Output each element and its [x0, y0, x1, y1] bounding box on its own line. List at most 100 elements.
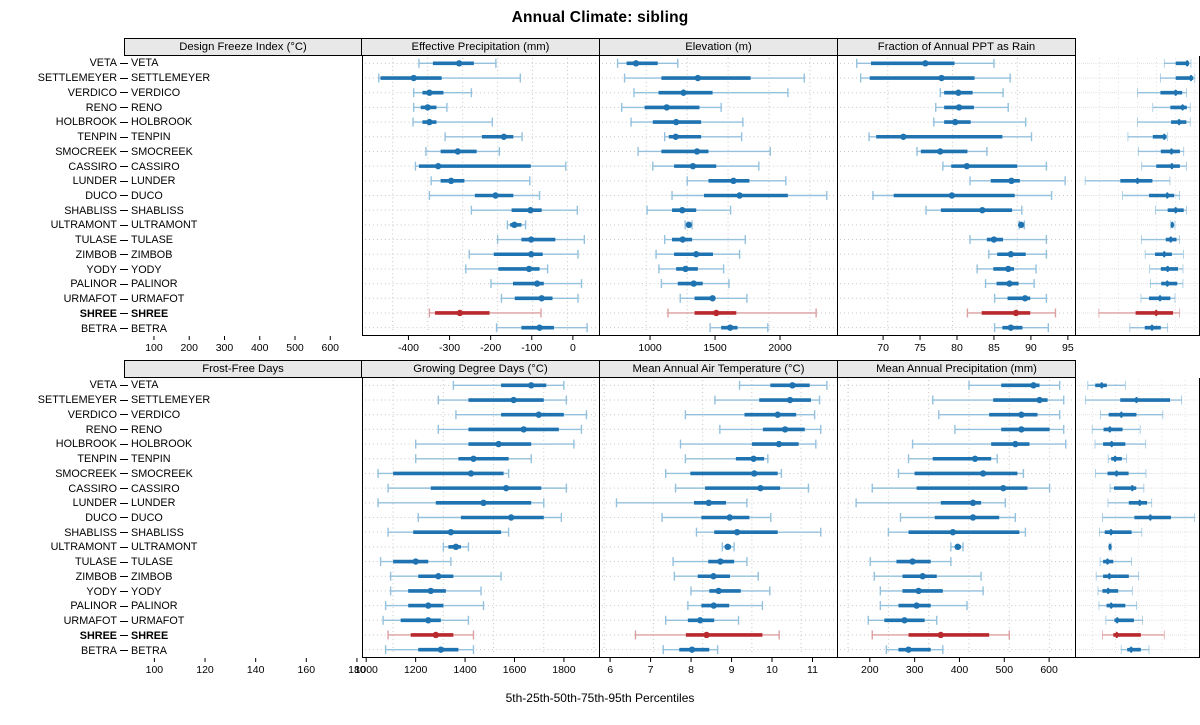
station-row-tulase	[663, 235, 747, 245]
station-row-lunder	[1107, 498, 1153, 508]
station-row-settlemeyer	[714, 395, 821, 405]
y-tick	[120, 254, 124, 256]
x-axis-frost-free-days: 100 120 140 160 180	[146, 658, 366, 676]
station-label-text: ULTRAMONT	[50, 219, 117, 232]
station-label-text: SETTLEMEYER	[131, 72, 211, 85]
y-tick	[120, 210, 124, 212]
svg-text:-100: -100	[521, 342, 542, 354]
percentile-plot-design-freeze-index-c	[364, 57, 598, 334]
y-tick	[124, 239, 128, 241]
y-tick	[120, 77, 124, 79]
station-row-veta	[452, 380, 565, 390]
station-label-text: HOLBROOK	[131, 438, 193, 451]
y-tick	[124, 92, 128, 94]
station-label-settlemeyer: SETTLEMEYER	[124, 393, 362, 408]
svg-text:600: 600	[322, 342, 340, 354]
station-label-holbrook: HOLBROOK	[0, 115, 124, 130]
station-label-settlemeyer: SETTLEMEYER	[0, 393, 124, 408]
station-row-yody	[389, 586, 482, 596]
station-row-shabliss	[1099, 527, 1143, 537]
station-row-verdico	[413, 88, 473, 98]
svg-text:75: 75	[914, 342, 926, 354]
axis-spacer-right	[1076, 658, 1200, 676]
y-tick	[124, 151, 128, 153]
station-row-verdico	[633, 88, 789, 98]
y-tick	[124, 136, 128, 138]
y-tick	[124, 195, 128, 197]
station-row-cassiro	[871, 483, 1051, 493]
station-row-smocreek	[897, 468, 1025, 478]
station-row-holbrook	[911, 439, 1067, 449]
station-row-palinor	[879, 601, 968, 611]
station-row-lunder	[969, 176, 1066, 186]
station-row-shabliss	[387, 527, 510, 537]
station-label-text: PALINOR	[70, 278, 117, 291]
station-label-smocreek: SMOCREEK	[0, 466, 124, 481]
x-axis-area-design-freeze-index-c: 100 200 300 400 500 600	[124, 336, 362, 354]
station-row-cassiro	[1141, 161, 1187, 171]
y-tick	[120, 458, 124, 460]
station-label-palinor: PALINOR	[124, 599, 362, 614]
station-row-tulase	[869, 557, 952, 567]
station-label-zimbob: ZIMBOB	[0, 248, 124, 263]
station-row-shree	[387, 630, 475, 640]
station-label-smocreek: SMOCREEK	[124, 144, 362, 159]
station-label-text: HOLBROOK	[55, 116, 117, 129]
svg-text:10: 10	[766, 664, 778, 676]
y-tick	[120, 328, 124, 330]
station-label-duco: DUCO	[0, 511, 124, 526]
svg-text:500: 500	[286, 342, 304, 354]
y-tick	[120, 517, 124, 519]
y-tick	[124, 121, 128, 123]
station-label-holbrook: HOLBROOK	[124, 437, 362, 452]
y-tick	[120, 269, 124, 271]
y-tick	[124, 166, 128, 167]
svg-text:1600: 1600	[503, 664, 527, 676]
station-label-smocreek: SMOCREEK	[124, 466, 362, 481]
x-axis-area-effective-precipitation-mm: -400 -300 -200 -100 0	[362, 336, 600, 354]
y-tick	[120, 635, 124, 637]
station-row-urmafot	[1105, 615, 1143, 625]
x-axis-mean-annual-air-temperature-c: 6 7 8 9 10 11	[607, 658, 818, 676]
station-row-veta	[1087, 380, 1126, 390]
station-row-shabliss	[695, 527, 822, 537]
station-row-verdico	[455, 410, 588, 420]
station-row-zimbob	[389, 571, 502, 581]
axis-spacer-left	[0, 658, 124, 676]
station-label-text: BETRA	[131, 322, 167, 335]
station-row-yody	[1149, 264, 1184, 274]
station-row-urmafot	[679, 293, 748, 303]
station-row-veta	[616, 58, 679, 68]
strip-spacer-left	[0, 38, 124, 56]
station-label-text: SMOCREEK	[131, 467, 193, 480]
y-tick	[120, 473, 124, 475]
station-row-zimbob	[873, 571, 982, 581]
station-label-yody: YODY	[124, 262, 362, 277]
y-tick	[120, 605, 124, 607]
station-row-smocreek	[637, 146, 771, 156]
station-label-shree: SHREE	[124, 306, 362, 321]
station-label-text: SHREE	[131, 307, 169, 320]
station-row-palinor	[1098, 601, 1138, 611]
station-label-urmafot: URMAFOT	[124, 614, 362, 629]
y-tick	[124, 328, 128, 330]
y-tick	[120, 92, 124, 94]
station-label-betra: BETRA	[0, 321, 124, 336]
y-tick	[124, 313, 128, 315]
station-row-lunder	[430, 176, 531, 186]
chart-title: Annual Climate: sibling	[511, 9, 689, 26]
station-label-text: CASSIRO	[131, 482, 180, 495]
station-label-text: RENO	[131, 101, 163, 114]
station-labels-right: VETA SETTLEMEYER VERDICO RENO HOLBROOK TENPIN…	[124, 56, 362, 336]
station-row-settlemeyer	[859, 73, 1011, 83]
y-tick	[120, 546, 124, 548]
y-tick	[124, 605, 128, 607]
y-tick	[120, 650, 124, 652]
svg-text:100: 100	[146, 664, 164, 676]
strip-spacer-right	[1076, 38, 1200, 56]
panel-strip-frost-free-days: Frost-Free Days	[124, 360, 362, 378]
station-row-verdico	[684, 410, 816, 420]
y-tick	[120, 313, 124, 315]
y-tick	[120, 151, 124, 153]
y-tick	[120, 576, 124, 578]
